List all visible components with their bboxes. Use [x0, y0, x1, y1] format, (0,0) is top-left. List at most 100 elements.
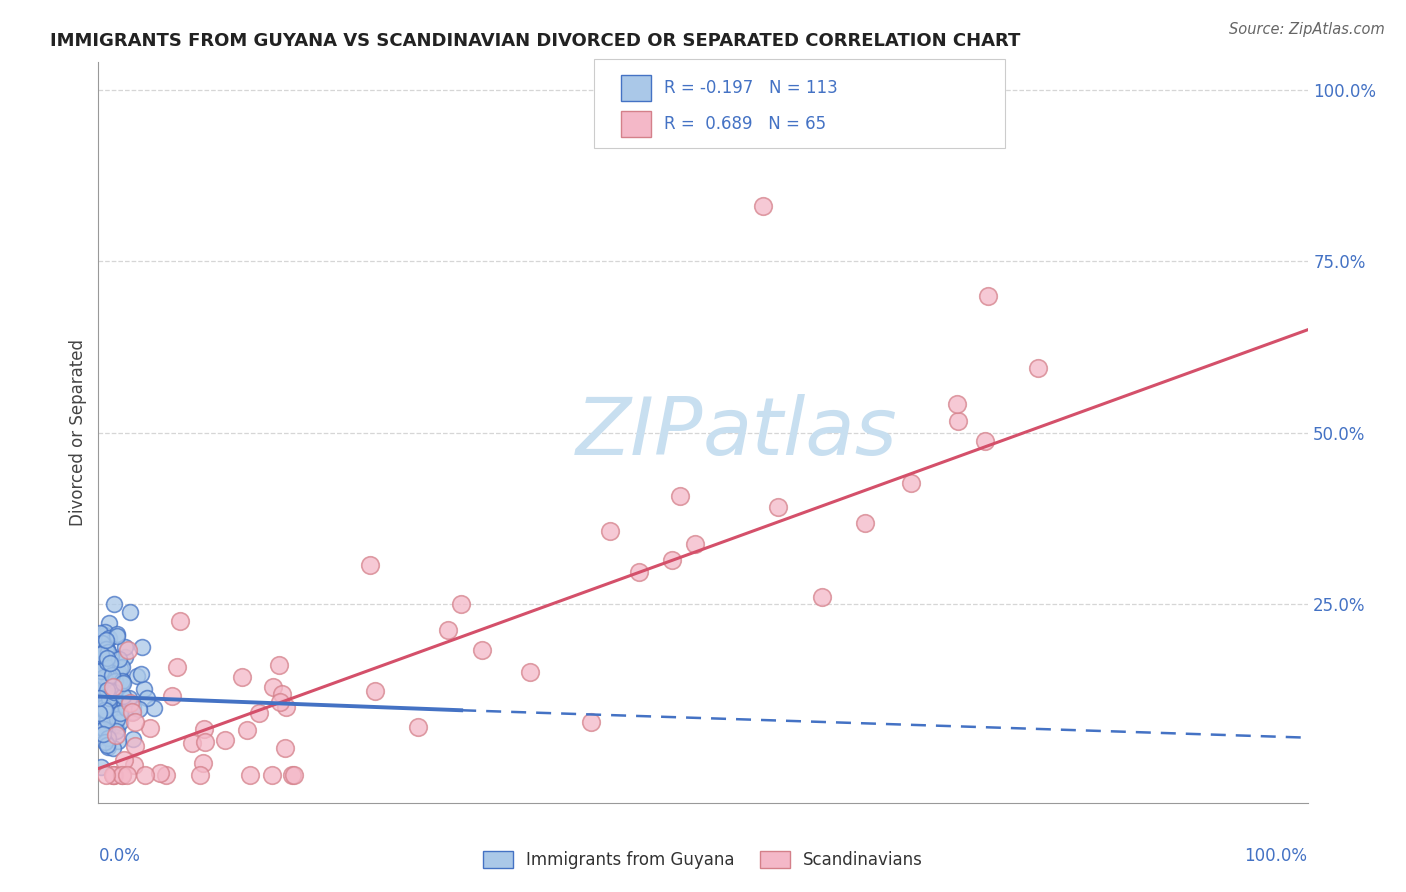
- Point: [121, 705, 143, 719]
- Point: [93, 689, 115, 703]
- Point: [98, 697, 121, 711]
- Point: [142, 700, 165, 714]
- Point: [91, 650, 114, 665]
- Point: [89, 646, 111, 660]
- Point: [98, 690, 121, 705]
- Point: [97, 723, 120, 737]
- Point: [91, 664, 114, 678]
- Point: [471, 643, 494, 657]
- Point: [668, 489, 690, 503]
- Point: [89, 686, 111, 700]
- Point: [105, 723, 128, 738]
- Point: [108, 652, 131, 666]
- Point: [111, 690, 134, 704]
- Point: [280, 768, 302, 782]
- Point: [93, 703, 115, 717]
- Point: [96, 655, 118, 669]
- Point: [194, 735, 217, 749]
- Point: [627, 566, 650, 580]
- Point: [129, 667, 152, 681]
- Point: [103, 597, 125, 611]
- Point: [112, 753, 135, 767]
- Point: [93, 722, 115, 736]
- Point: [94, 694, 117, 708]
- Point: [661, 552, 683, 566]
- Text: Source: ZipAtlas.com: Source: ZipAtlas.com: [1229, 22, 1385, 37]
- Point: [98, 656, 121, 670]
- Point: [105, 629, 128, 643]
- Point: [94, 628, 117, 642]
- Point: [134, 768, 156, 782]
- Point: [97, 740, 120, 755]
- Point: [114, 700, 136, 714]
- Point: [89, 676, 111, 690]
- Point: [191, 756, 214, 770]
- Point: [104, 662, 127, 676]
- Point: [683, 537, 706, 551]
- Point: [87, 706, 110, 720]
- Point: [103, 768, 125, 782]
- Point: [100, 688, 122, 702]
- Point: [90, 664, 112, 678]
- Point: [122, 732, 145, 747]
- Point: [103, 685, 125, 699]
- Point: [283, 768, 305, 782]
- Point: [96, 657, 118, 671]
- Text: 0.0%: 0.0%: [98, 847, 141, 865]
- Point: [93, 669, 115, 683]
- FancyBboxPatch shape: [621, 76, 651, 102]
- Point: [90, 648, 112, 662]
- Point: [112, 676, 135, 690]
- Point: [269, 695, 291, 709]
- Point: [124, 714, 146, 729]
- Point: [96, 702, 118, 716]
- Point: [96, 650, 118, 665]
- Point: [105, 712, 128, 726]
- Point: [97, 668, 120, 682]
- Point: [599, 524, 621, 538]
- Point: [752, 199, 775, 213]
- Point: [262, 680, 284, 694]
- Point: [214, 732, 236, 747]
- Point: [103, 718, 125, 732]
- Point: [104, 728, 127, 742]
- Point: [104, 673, 127, 688]
- Point: [127, 669, 149, 683]
- Point: [90, 760, 112, 774]
- Point: [98, 615, 121, 630]
- Point: [107, 734, 129, 748]
- Point: [110, 674, 132, 689]
- Point: [107, 674, 129, 689]
- Point: [118, 690, 141, 705]
- Point: [166, 660, 188, 674]
- Point: [98, 702, 121, 716]
- Point: [96, 652, 118, 666]
- Point: [811, 590, 834, 604]
- Point: [87, 679, 110, 693]
- Point: [121, 700, 143, 714]
- Point: [93, 713, 115, 727]
- Point: [406, 720, 429, 734]
- Point: [188, 768, 211, 782]
- Point: [101, 768, 124, 782]
- Point: [359, 558, 381, 573]
- Legend: Immigrants from Guyana, Scandinavians: Immigrants from Guyana, Scandinavians: [477, 845, 929, 876]
- Point: [94, 703, 117, 717]
- Text: ZIP: ZIP: [575, 393, 703, 472]
- Point: [450, 597, 472, 611]
- FancyBboxPatch shape: [621, 111, 651, 136]
- Point: [108, 706, 131, 721]
- Point: [94, 670, 117, 684]
- Point: [91, 636, 114, 650]
- Text: R = -0.197   N = 113: R = -0.197 N = 113: [664, 79, 838, 97]
- Point: [89, 670, 111, 684]
- Point: [131, 640, 153, 655]
- Point: [128, 702, 150, 716]
- Point: [103, 768, 125, 782]
- Point: [98, 694, 121, 708]
- Point: [104, 681, 127, 695]
- Point: [110, 661, 132, 675]
- Point: [117, 643, 139, 657]
- Point: [231, 670, 253, 684]
- Point: [89, 690, 111, 705]
